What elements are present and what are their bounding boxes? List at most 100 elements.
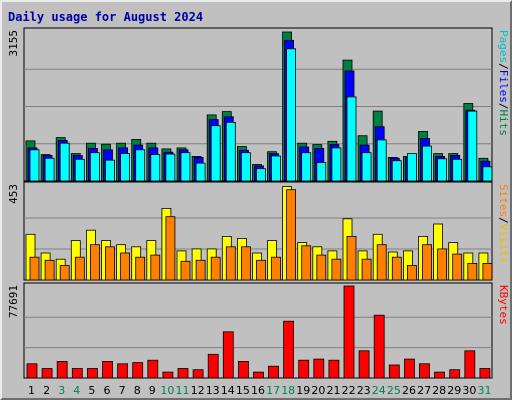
day-label-24: 24 [372,384,386,397]
visits-bar-sites-27 [422,244,432,281]
day-label-13: 13 [206,384,220,397]
kbytes-bar-kbytes-6 [102,360,113,379]
visits-bar-sites-23 [361,258,372,281]
day-label-14: 14 [221,384,235,397]
day-label-1: 1 [28,384,35,397]
visits-bar-sites-17 [271,256,281,281]
hits-bar-pages-30 [467,110,478,182]
day-label-31: 31 [478,384,492,397]
visits-bar-sites-2 [44,259,55,281]
hits-side-label: Pages/Files/Hits [497,30,510,136]
kbytes-side-label: KBytes [497,285,510,325]
day-label-27: 27 [417,384,431,397]
visits-bar-sites-24 [376,244,387,281]
visits-bar-sites-3 [59,265,70,281]
kbytes-bar-kbytes-24 [373,314,385,379]
hits-bar-pages-7 [120,153,130,182]
hits-bar-pages-19 [301,152,312,182]
visits-bar-sites-4 [74,256,85,281]
visits-bar-sites-20 [316,254,327,281]
hits-bar-pages-11 [180,152,191,182]
kbytes-bar-kbytes-11 [177,368,189,379]
day-label-9: 9 [149,384,156,397]
kbytes-bar-kbytes-3 [56,360,68,379]
kbytes-bar-kbytes-19 [298,359,310,379]
visits-bar-sites-1 [29,256,40,281]
day-label-12: 12 [191,384,205,397]
day-label-4: 4 [73,384,80,397]
visits-bar-sites-12 [195,259,206,281]
visits-bar-sites-14 [225,246,236,281]
day-label-6: 6 [104,384,111,397]
kbytes-bar-kbytes-4 [71,368,83,379]
day-label-30: 30 [462,384,476,397]
day-label-17: 17 [266,384,280,397]
kbytes-bar-kbytes-20 [313,358,325,379]
kbytes-bar-kbytes-8 [132,362,144,379]
visits-bar-sites-9 [150,254,161,281]
visits-bar-sites-5 [90,244,100,281]
day-label-22: 22 [342,384,356,397]
day-label-26: 26 [402,384,416,397]
visits-bar-sites-30 [467,262,478,281]
hits-bar-pages-9 [150,154,161,182]
kbytes-bar-kbytes-2 [41,368,53,379]
visits-bar-sites-16 [256,259,266,281]
chart-title: Daily usage for August 2024 [8,10,203,24]
hits-bar-pages-18 [286,48,297,182]
kbytes-bar-kbytes-15 [237,360,249,379]
visits-bar-sites-11 [180,260,191,281]
kbytes-bar-kbytes-10 [162,371,174,379]
visits-bar-sites-21 [331,258,342,281]
kbytes-bar-kbytes-25 [388,364,400,379]
visits-bar-sites-22 [346,235,357,281]
day-label-23: 23 [357,384,371,397]
visits-bar-sites-28 [437,248,448,281]
hits-bar-pages-28 [437,158,448,182]
visits-bar-sites-31 [482,262,493,281]
day-label-5: 5 [88,384,95,397]
kbytes-bar-kbytes-12 [192,369,204,379]
hits-bar-pages-26 [406,153,417,182]
visits-bar-sites-29 [452,253,463,281]
hits-bar-pages-5 [90,152,100,182]
hits-bar-pages-13 [210,125,221,182]
kbytes-bar-kbytes-9 [147,359,159,379]
kbytes-bar-kbytes-16 [253,371,264,379]
day-label-21: 21 [327,384,341,397]
visits-bar-sites-15 [240,246,251,281]
kbytes-bar-kbytes-7 [117,363,128,379]
hits-bar-pages-8 [135,149,146,182]
hits-bar-pages-6 [105,159,115,182]
hits-bar-pages-29 [452,158,463,182]
day-label-7: 7 [119,384,126,397]
day-label-3: 3 [58,384,65,397]
kbytes-bar-kbytes-27 [419,363,430,379]
visits-bar-sites-6 [105,246,115,281]
kbytes-bar-kbytes-1 [26,363,38,379]
kbytes-bar-kbytes-5 [87,368,98,379]
hits-bar-pages-23 [361,152,372,182]
day-label-20: 20 [311,384,325,397]
kbytes-bar-kbytes-13 [207,353,219,379]
visits-bar-sites-18 [286,189,297,281]
kbytes-bar-kbytes-23 [358,350,370,379]
kbytes-bar-kbytes-31 [479,368,491,379]
hits-bar-pages-17 [271,155,281,182]
day-label-16: 16 [251,384,265,397]
day-label-10: 10 [160,384,174,397]
kbytes-bar-kbytes-22 [343,285,355,379]
visits-bar-sites-10 [165,216,176,281]
kbytes-bar-kbytes-28 [434,371,446,379]
visits-max-label: 453 [7,184,20,204]
hits-bar-pages-21 [331,147,342,182]
hits-bar-pages-20 [316,162,327,182]
visits-bar-sites-8 [135,256,146,281]
hits-bar-pages-12 [195,162,206,182]
visits-bar-sites-19 [301,245,312,281]
visits-bar-sites-7 [120,252,130,281]
day-label-15: 15 [236,384,250,397]
hits-bar-pages-25 [391,160,402,182]
